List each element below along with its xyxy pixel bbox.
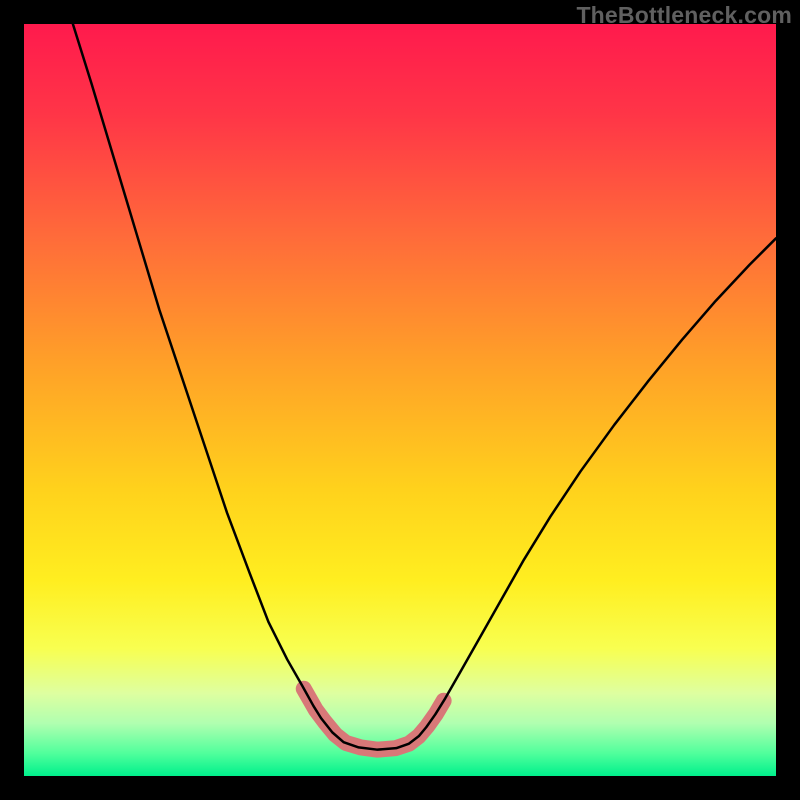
plot-area bbox=[24, 24, 776, 776]
chart-svg bbox=[24, 24, 776, 776]
chart-frame: TheBottleneck.com bbox=[0, 0, 800, 800]
gradient-background bbox=[24, 24, 776, 776]
